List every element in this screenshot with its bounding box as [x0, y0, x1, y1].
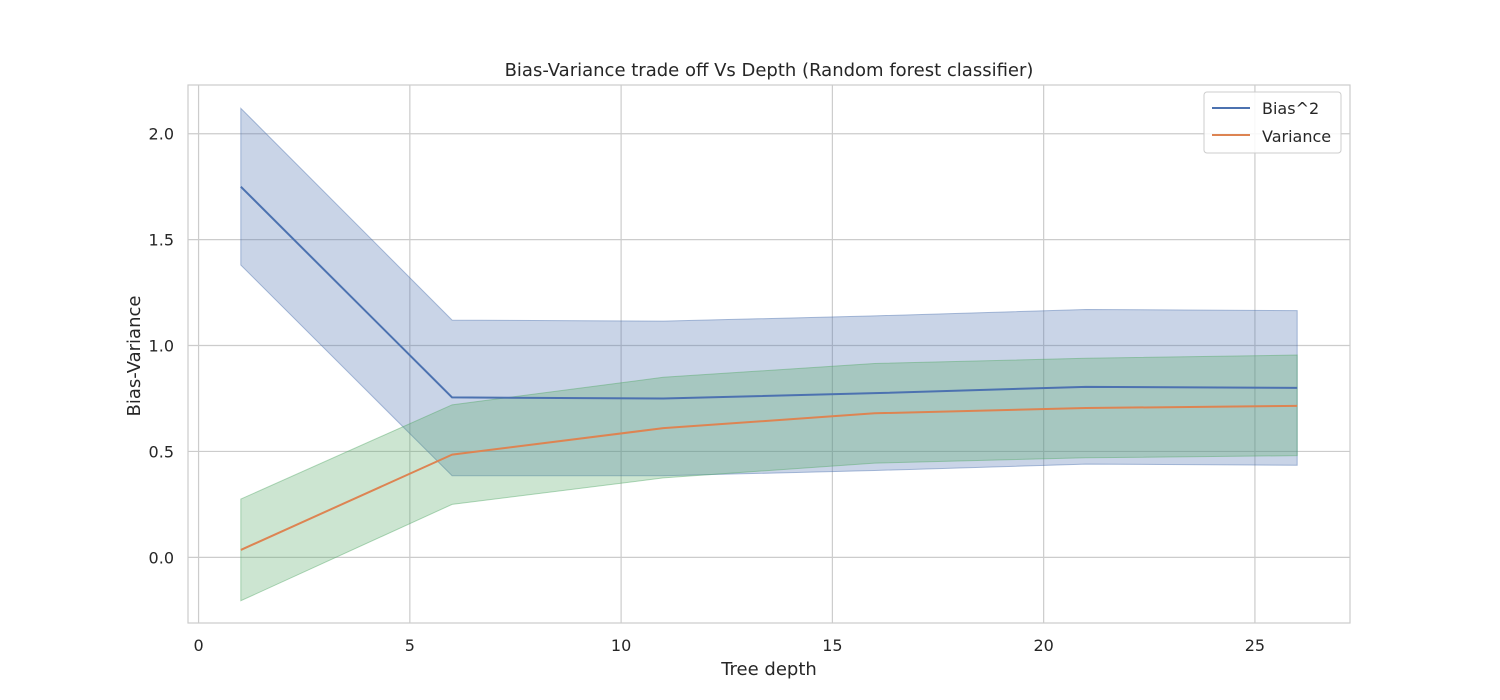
tick-labels: 0 5 10 15 20 25 0.0 0.5 1.0 1.5 2.0	[149, 125, 1266, 655]
variance-series-line	[240, 404, 1298, 551]
legend-label-variance: Variance	[1262, 127, 1331, 146]
y-tick-label: 2.0	[149, 125, 174, 144]
chart-title: Bias-Variance trade off Vs Depth (Random…	[505, 60, 1034, 81]
legend: Bias^2 Variance	[1203, 91, 1342, 154]
x-tick-label: 5	[405, 636, 415, 655]
y-tick-label: 0.5	[149, 442, 174, 461]
y-tick-label: 1.5	[149, 231, 174, 250]
y-tick-label: 0.0	[149, 548, 174, 567]
variance-confidence-band	[240, 354, 1298, 602]
legend-label-bias: Bias^2	[1262, 99, 1319, 118]
x-tick-label: 25	[1245, 636, 1265, 655]
bias-confidence-band	[240, 107, 1298, 477]
series-lines	[240, 185, 1298, 551]
x-axis-title: Tree depth	[720, 659, 817, 680]
x-tick-label: 15	[822, 636, 842, 655]
bias-series-line	[240, 185, 1298, 400]
plot-area-frame	[187, 84, 1351, 624]
x-tick-label: 20	[1033, 636, 1053, 655]
y-axis-title: Bias-Variance	[124, 296, 145, 417]
x-tick-label: 10	[611, 636, 631, 655]
x-tick-label: 0	[193, 636, 203, 655]
y-tick-label: 1.0	[149, 337, 174, 356]
grid-layer	[188, 85, 1350, 623]
confidence-bands	[240, 107, 1298, 602]
